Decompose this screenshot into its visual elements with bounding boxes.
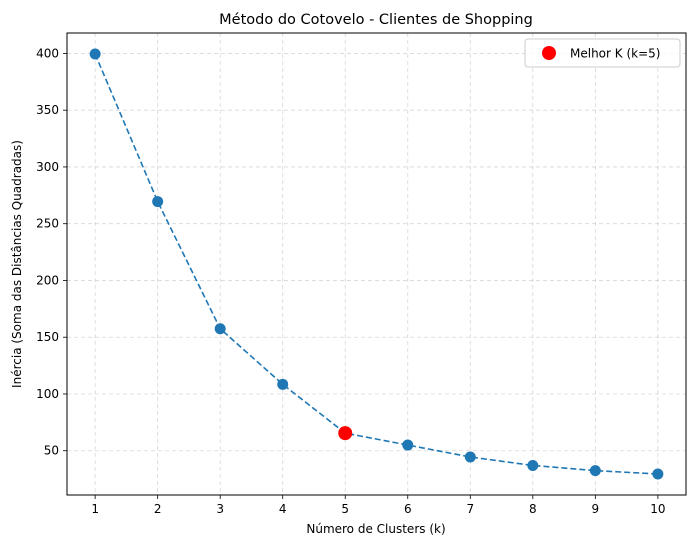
- x-tick-label: 9: [592, 502, 600, 516]
- best-k-point: [338, 426, 353, 441]
- x-axis-ticks: 1 2 3 4 5 6 7 8 9 10: [91, 495, 666, 516]
- legend: Melhor K (k=5): [524, 38, 681, 68]
- x-tick-label: 1: [91, 502, 99, 516]
- plot-frame: [66, 32, 687, 496]
- x-tick-label: 3: [216, 502, 224, 516]
- legend-marker: [542, 46, 556, 60]
- y-tick-label: 400: [36, 46, 59, 60]
- x-tick-label: 8: [529, 502, 537, 516]
- y-tick-label: 350: [36, 103, 59, 117]
- x-tick-label: 7: [466, 502, 474, 516]
- data-point: [277, 378, 289, 390]
- y-tick-label: 250: [36, 217, 59, 231]
- data-point: [214, 323, 226, 335]
- y-tick-label: 50: [44, 444, 59, 458]
- x-tick-label: 4: [279, 502, 287, 516]
- y-axis-ticks: 50 100 150 200 250 300 350 400: [36, 46, 67, 458]
- data-point: [589, 465, 601, 477]
- data-point: [152, 196, 164, 208]
- x-tick-label: 10: [650, 502, 665, 516]
- y-tick-label: 300: [36, 160, 59, 174]
- legend-label: Melhor K (k=5): [570, 47, 660, 61]
- series-layer: [89, 48, 664, 480]
- y-tick-label: 150: [36, 330, 59, 344]
- data-point: [89, 48, 101, 60]
- x-tick-label: 6: [404, 502, 412, 516]
- y-tick-label: 200: [36, 273, 59, 287]
- series-line: [94, 53, 658, 475]
- legend-box: [524, 38, 681, 68]
- data-point: [652, 468, 664, 480]
- y-axis-label: Inércia (Soma das Distâncias Quadradas): [10, 140, 24, 388]
- grid: [67, 33, 686, 495]
- x-tick-label: 5: [341, 502, 349, 516]
- y-tick-label: 100: [36, 387, 59, 401]
- data-point: [527, 459, 539, 471]
- x-tick-label: 2: [154, 502, 162, 516]
- chart-title: Método do Cotovelo - Clientes de Shoppin…: [219, 12, 533, 28]
- data-point: [464, 451, 476, 463]
- x-axis-label: Número de Clusters (k): [306, 522, 445, 536]
- data-point: [402, 439, 414, 451]
